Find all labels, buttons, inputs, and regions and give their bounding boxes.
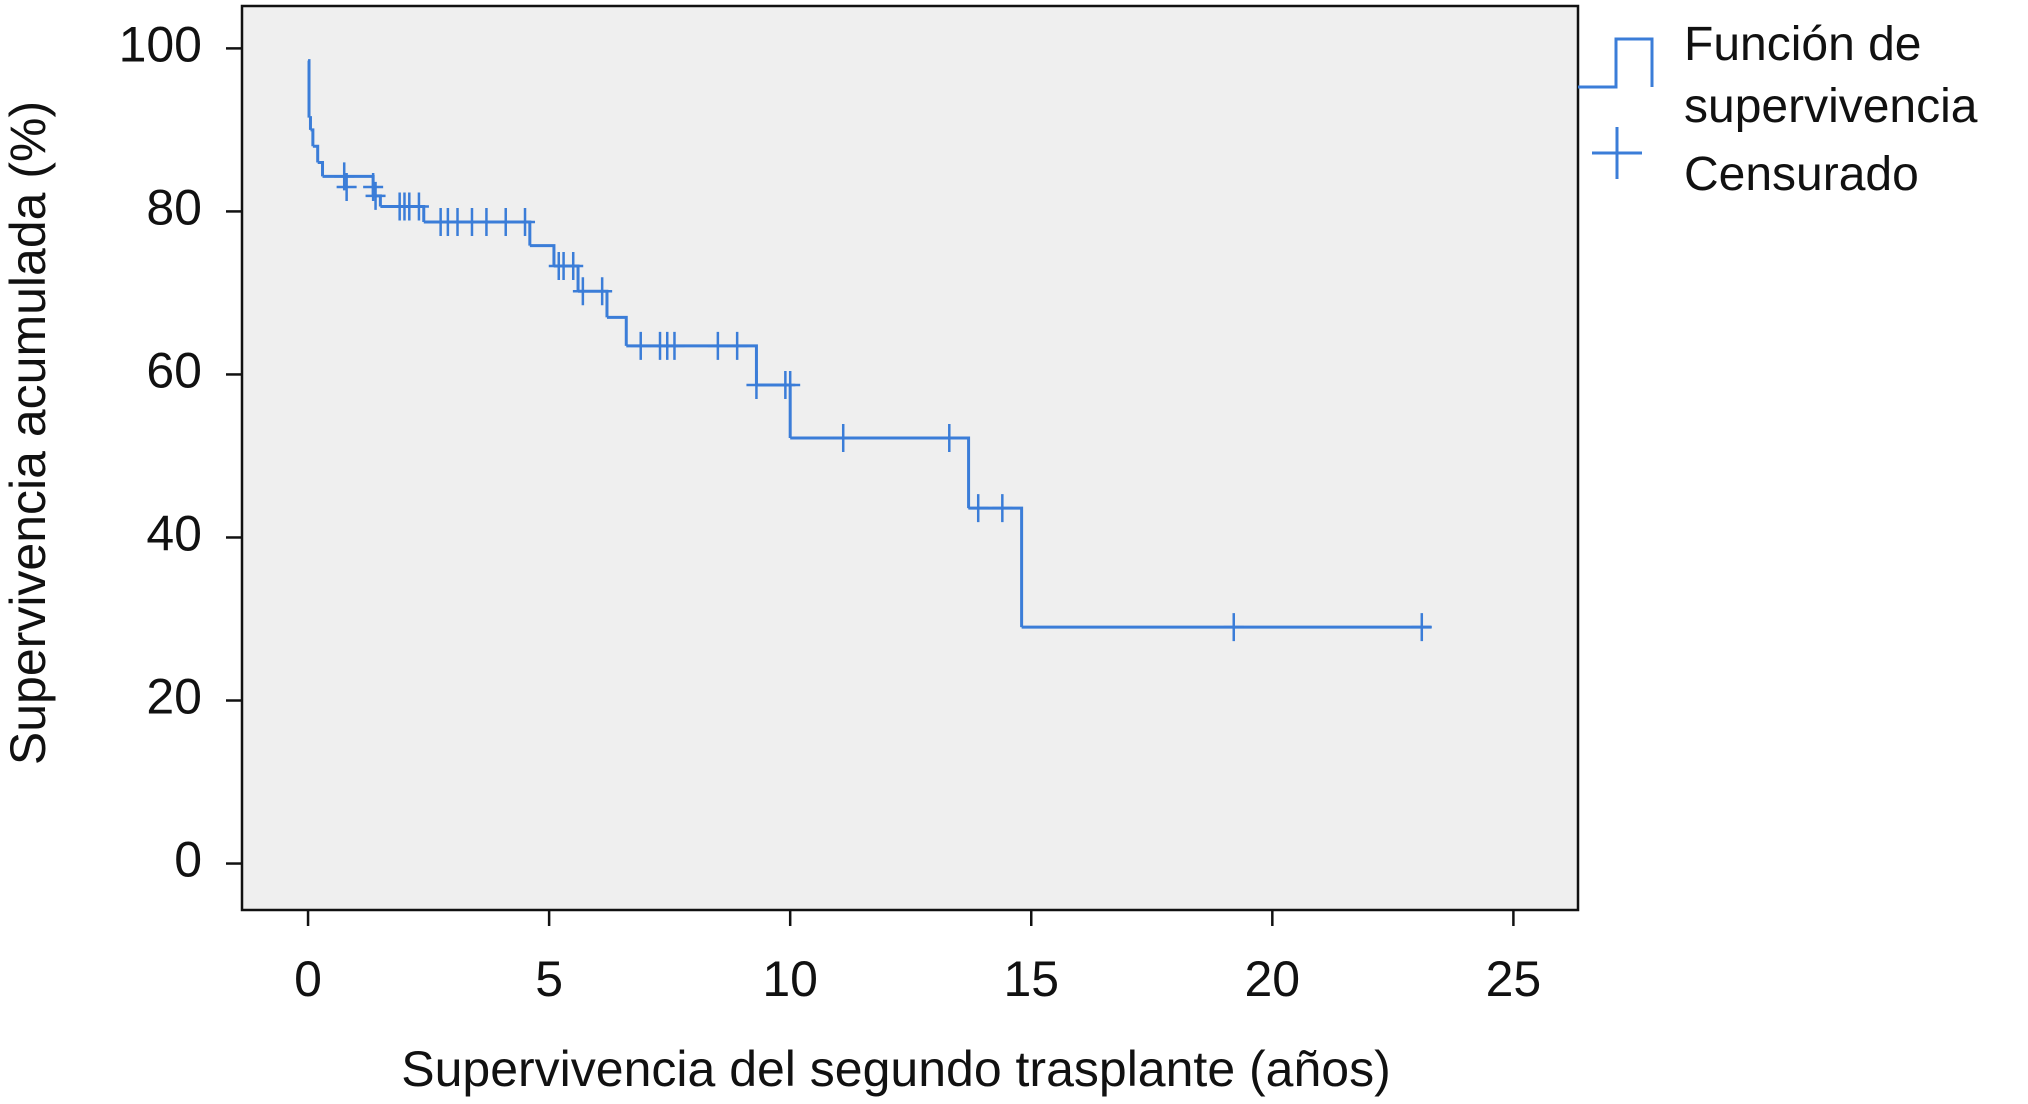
x-tick-label: 10 xyxy=(762,951,818,1007)
survival-step xyxy=(317,161,325,177)
legend-label: Función de supervivencia xyxy=(1684,18,1978,133)
censored-mark xyxy=(968,494,989,523)
censored-mark xyxy=(992,494,1013,523)
x-tick-label: 20 xyxy=(1245,951,1301,1007)
censored-mark xyxy=(515,208,536,237)
censored-mark xyxy=(476,208,497,237)
y-tick-label: 40 xyxy=(146,506,202,562)
censored-mark xyxy=(746,371,767,400)
censored-mark xyxy=(833,424,854,453)
survival-step xyxy=(310,128,315,147)
censored-mark xyxy=(572,277,593,306)
censored-mark xyxy=(1223,613,1244,642)
legend-icon xyxy=(1578,37,1654,89)
y-tick-label: 100 xyxy=(119,17,202,73)
x-tick-label: 0 xyxy=(294,951,322,1007)
y-axis-title: Supervivencia acumulada (%) xyxy=(0,101,56,765)
censored-mark xyxy=(334,162,355,191)
censored-mark xyxy=(408,192,429,221)
censored-mark xyxy=(495,208,516,237)
censored-mark xyxy=(1411,613,1432,642)
y-tick-label: 60 xyxy=(146,343,202,399)
x-tick-label: 15 xyxy=(1003,951,1059,1007)
censored-mark xyxy=(727,331,748,360)
censored-mark xyxy=(780,371,801,400)
censored-mark xyxy=(664,331,685,360)
legend-label: Censurado xyxy=(1684,148,1919,201)
x-tick-label: 25 xyxy=(1486,951,1542,1007)
censored-mark xyxy=(707,331,728,360)
survival-step xyxy=(529,244,556,267)
censored-mark xyxy=(365,181,386,210)
survival-step xyxy=(308,116,312,130)
legend-icon xyxy=(1592,127,1642,179)
survival-step xyxy=(312,144,320,163)
censored-mark xyxy=(939,424,960,453)
survival-step xyxy=(606,315,628,346)
x-tick-label: 5 xyxy=(535,951,563,1007)
censored-mark xyxy=(592,277,613,306)
y-tick-label: 0 xyxy=(174,832,202,888)
censored-mark xyxy=(336,172,357,201)
y-tick-label: 80 xyxy=(146,180,202,236)
y-tick-label: 20 xyxy=(146,669,202,725)
survival-step xyxy=(307,59,311,118)
x-axis-title: Supervivencia del segundo trasplante (añ… xyxy=(401,1041,1391,1097)
plot-area xyxy=(240,4,1580,912)
censored-mark xyxy=(563,252,584,281)
censored-mark xyxy=(630,331,651,360)
